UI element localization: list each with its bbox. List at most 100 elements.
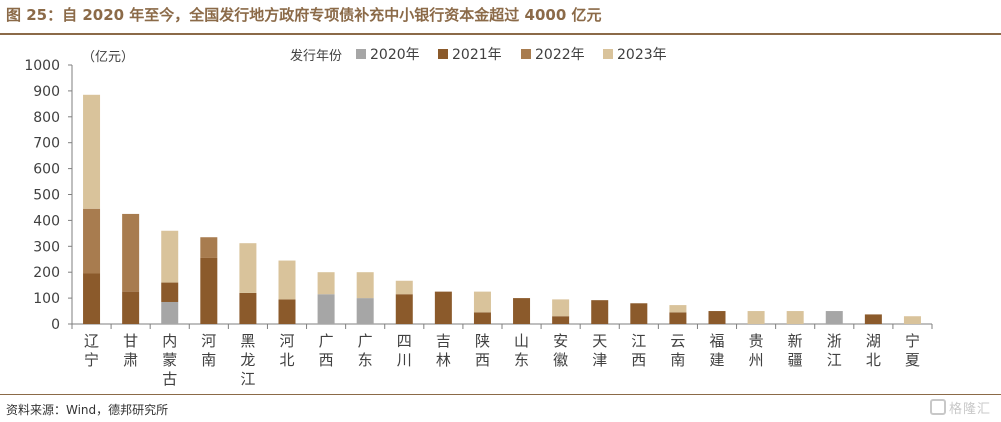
bar-segment [161,301,179,324]
x-tick-label: 黑 [240,332,255,350]
y-tick-label: 500 [33,188,60,204]
bar-segment [395,280,413,295]
x-tick-label: 州 [749,351,764,369]
x-tick-label: 陕 [475,332,490,350]
bar-segment [356,298,374,324]
x-tick-label: 宁 [84,351,99,369]
x-tick-label: 内 [162,332,177,350]
y-unit-label: （亿元） [82,50,134,65]
bar-segment [317,294,335,324]
x-tick-label: 林 [436,351,451,369]
footer-divider [0,394,1001,395]
bar-segment [825,311,843,324]
bar-segment [669,312,687,324]
legend-label: 2022年 [535,47,585,63]
x-tick-label: 辽 [84,332,99,350]
bar-segment [786,311,804,324]
bar-segment [864,314,882,324]
legend-label: 2020年 [370,47,420,63]
x-tick-label: 南 [201,351,216,369]
bar-segment [591,300,609,324]
bar-segment [434,291,452,324]
y-tick-label: 600 [33,162,60,178]
figure-title: 图 25：自 2020 年至今，全国发行地方政府专项债补充中小银行资本金超过 4… [6,6,602,24]
y-tick-label: 400 [33,213,60,229]
x-tick-label: 四 [397,332,412,350]
x-tick-label: 广 [319,332,334,350]
bar-segment [161,230,179,283]
x-tick-label: 建 [709,351,724,369]
x-tick-label: 川 [397,351,412,369]
watermark-text: 格隆汇 [948,402,991,417]
bar-segment [200,257,218,324]
x-tick-label: 江 [827,351,842,369]
title-divider [0,33,1001,35]
bar-segment [83,208,101,274]
bar-segment [122,291,140,324]
y-tick-label: 0 [51,317,60,333]
bar-segment [513,298,531,324]
x-tick-label: 湖 [866,332,881,350]
x-tick-label: 吉 [436,332,451,350]
x-tick-label: 西 [475,351,490,369]
x-tick-label: 安 [553,332,568,350]
x-tick-label: 江 [631,332,646,350]
bar-segment [278,260,296,300]
bar-segment [669,305,687,313]
legend-label: 2021年 [452,47,502,63]
bar-segment [161,282,179,302]
legend-swatch [603,49,613,59]
bar-segment [473,312,491,324]
x-tick-label: 甘 [123,332,138,350]
bar-segment [83,273,101,324]
axes-layer [68,64,933,329]
x-tick-label: 蒙 [162,351,177,369]
x-tick-label: 浙 [827,332,842,350]
y-tick-label: 1000 [24,58,60,74]
x-tick-label: 北 [866,351,881,369]
x-tick-label: 河 [201,332,216,350]
x-tick-label: 江 [240,370,255,388]
x-tick-label: 夏 [905,351,920,369]
x-tick-label: 宁 [905,332,920,350]
x-tick-label: 云 [670,332,685,350]
source-note: 资料来源：Wind，德邦研究所 [6,403,169,417]
y-tick-label: 100 [33,291,60,307]
x-tick-label: 新 [788,332,803,350]
legend-label: 2023年 [617,47,667,63]
bar-segment [903,316,921,324]
watermark: 格隆汇 [929,398,991,417]
bar-segment [122,213,140,292]
bar-segment [83,94,101,209]
x-tick-label: 贵 [749,332,764,350]
x-tick-label: 河 [279,332,294,350]
y-tick-label: 900 [33,84,60,100]
y-tick-label: 800 [33,110,60,126]
bar-segment [552,316,570,324]
x-tick-label: 东 [514,351,529,369]
bar-segment [395,294,413,324]
bar-segment [317,272,335,295]
legend-title: 发行年份 [290,48,342,64]
bar-segment [630,303,648,324]
bar-segment [200,237,218,258]
x-tick-label: 津 [592,351,607,369]
legend-swatch [521,49,531,59]
legend-swatch [438,49,448,59]
y-tick-label: 700 [33,136,60,152]
watermark-logo-icon [929,399,946,415]
x-tick-label: 天 [592,332,607,350]
x-tick-label: 古 [162,370,177,388]
bar-segment [356,272,374,299]
x-tick-label: 福 [709,332,724,350]
y-tick-label: 300 [33,239,60,255]
x-tick-label: 疆 [788,351,803,369]
bar-segment [473,291,491,313]
x-tick-label: 山 [514,332,529,350]
x-tick-label: 西 [319,351,334,369]
bar-segment [708,311,726,324]
x-tick-label: 广 [358,332,373,350]
x-tick-label: 肃 [123,351,138,369]
bar-segment [747,311,765,324]
